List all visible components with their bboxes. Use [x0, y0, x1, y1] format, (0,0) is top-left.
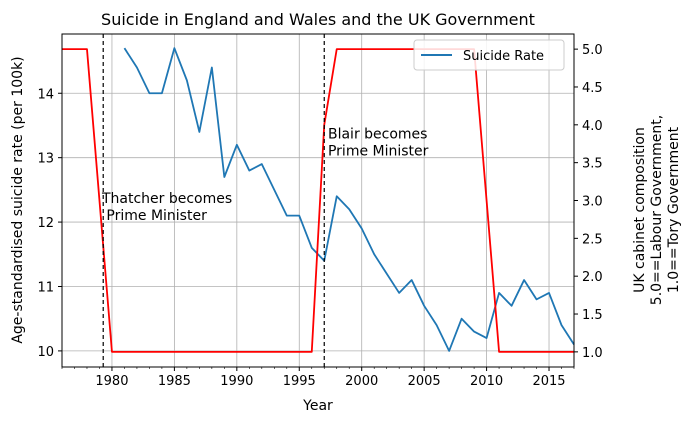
- y-axis-label-right: UK cabinet composition 5.0==Labour Gover…: [632, 115, 682, 305]
- y-tick-label-right: 5.0: [582, 43, 603, 58]
- y-tick-label-left: 10: [37, 345, 54, 360]
- annotation-line: Blair becomes: [328, 126, 427, 142]
- series-layer: [61, 47, 575, 353]
- y-tick-label-right: 4.0: [582, 119, 603, 134]
- y-tick-label-left: 11: [37, 280, 54, 295]
- x-tick-label: 1995: [283, 374, 316, 389]
- chart-title: Suicide in England and Wales and the UK …: [101, 10, 535, 29]
- annotation: Blair becomes Prime Minister: [328, 126, 429, 159]
- y-tick-label-right: 1.5: [582, 308, 603, 323]
- x-axis-label: Year: [302, 398, 333, 414]
- annotation-line: Thatcher becomes: [101, 191, 232, 207]
- annotation-line: Prime Minister: [328, 143, 429, 159]
- x-tick-label: 1985: [158, 374, 191, 389]
- y-tick-label-right: 4.5: [582, 81, 603, 96]
- axes-layer: 1980 1985 1990 1995 2000 2005 2010 2015 10 11 12 13…: [37, 43, 602, 389]
- legend-box: [413, 39, 565, 71]
- y-tick-label-right: 1.0: [582, 346, 603, 361]
- x-tick-label: 2000: [345, 374, 378, 389]
- y-axis-label-right-line-3: 1.0==Tory Government: [666, 126, 682, 293]
- y-axis-label-left: Age-standardised suicide rate (per 100k): [10, 56, 26, 343]
- x-tick-label: 1990: [220, 374, 253, 389]
- y-tick-label-left: 13: [37, 152, 54, 167]
- legend: Suicide Rate: [413, 39, 565, 71]
- legend-label: Suicide Rate: [463, 49, 544, 64]
- x-tick-label: 1980: [95, 374, 128, 389]
- y-tick-label-right: 2.0: [582, 270, 603, 285]
- y-tick-label-left: 14: [37, 87, 54, 102]
- y-axis-label-right-line-2: 5.0==Labour Government,: [649, 115, 665, 305]
- y-tick-label-left: 12: [37, 216, 54, 231]
- y-tick-label-right: 3.0: [582, 195, 603, 210]
- y-tick-label-right: 3.5: [582, 157, 603, 172]
- y-axis-label-right-line-1: UK cabinet composition: [632, 127, 648, 293]
- annotation: Thatcher becomes Prime Minister: [101, 191, 232, 224]
- x-tick-label: 2005: [408, 374, 441, 389]
- y-tick-label-right: 2.5: [582, 232, 603, 247]
- annotation-line: Prime Minister: [102, 208, 207, 224]
- x-tick-label: 2010: [470, 374, 503, 389]
- x-tick-label: 2015: [532, 374, 565, 389]
